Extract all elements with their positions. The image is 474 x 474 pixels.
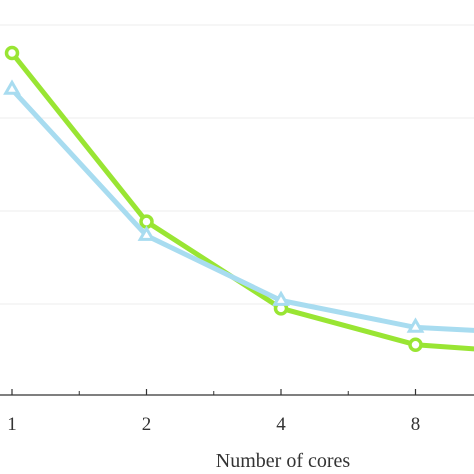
series-2-point-4 (406, 317, 425, 333)
series-1-point-1 (4, 45, 20, 61)
series-2-line (10, 87, 474, 333)
series-2-point-1 (3, 79, 21, 95)
series-2-point-3 (272, 290, 290, 306)
x-tick-label-2: 2 (142, 414, 152, 435)
x-tick-label-8: 8 (411, 414, 421, 435)
series-group (3, 45, 474, 352)
x-axis-ticks (11, 389, 417, 395)
series-2-point-2 (137, 225, 156, 241)
x-tick-label-4: 4 (276, 414, 286, 435)
x-axis-tick-labels: 1 2 4 8 (7, 414, 420, 435)
x-axis-title: Number of cores (216, 450, 351, 472)
series-1-point-2 (139, 214, 154, 229)
x-tick-label-1: 1 (7, 414, 17, 435)
grid-lines (0, 24, 474, 305)
series-1-point-4 (408, 337, 423, 352)
series-1-line (10, 51, 474, 352)
